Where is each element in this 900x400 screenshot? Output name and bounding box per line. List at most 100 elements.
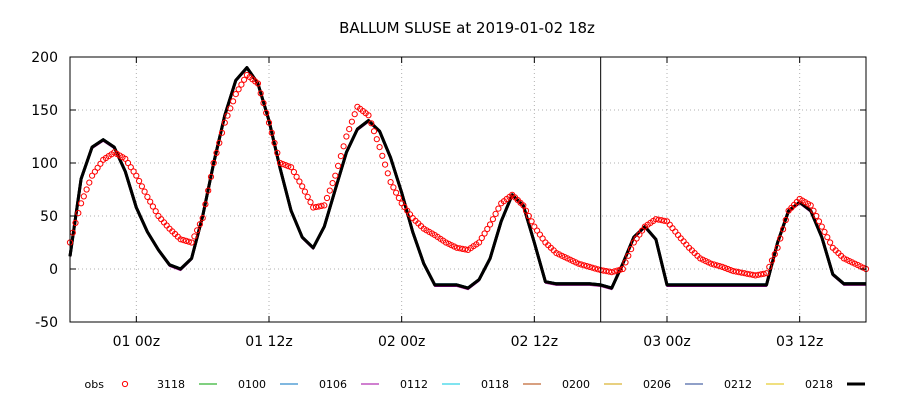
obs-point bbox=[777, 235, 784, 242]
obs-point bbox=[332, 172, 339, 179]
obs-point bbox=[221, 119, 228, 126]
obs-point bbox=[652, 216, 660, 223]
obs-point bbox=[810, 207, 817, 214]
obs-point bbox=[768, 257, 776, 264]
legend-label-0200: 0200 bbox=[562, 378, 590, 391]
obs-point bbox=[213, 149, 220, 156]
obs-point bbox=[149, 203, 156, 210]
obs-point bbox=[315, 203, 322, 210]
obs-point bbox=[136, 177, 143, 185]
obs-point bbox=[235, 86, 242, 93]
legend-label-0106: 0106 bbox=[319, 378, 347, 391]
obs-point bbox=[528, 218, 535, 225]
obs-point bbox=[230, 98, 237, 105]
legend: obs 3118 0100 0106 0112 0118 0200 0206 0212 0218 bbox=[85, 378, 865, 391]
x-tick-label: 01 12z bbox=[245, 334, 292, 350]
obs-point bbox=[611, 268, 618, 275]
series-line-0118 bbox=[69, 68, 866, 290]
obs-point bbox=[185, 238, 192, 245]
obs-point bbox=[83, 186, 90, 193]
obs-point bbox=[608, 269, 615, 276]
obs-point bbox=[716, 263, 723, 270]
obs-point bbox=[525, 212, 532, 220]
obs-point bbox=[586, 263, 593, 270]
observation-points bbox=[66, 71, 870, 279]
axis-ticks: 200 150 100 50 0 -50 01 00z 01 12z 02 00z 02 12z 0… bbox=[31, 50, 866, 350]
obs-point bbox=[708, 260, 715, 267]
obs-point bbox=[199, 215, 206, 222]
obs-point bbox=[188, 239, 195, 246]
obs-point bbox=[205, 187, 212, 194]
obs-point bbox=[489, 216, 496, 223]
legend-label-0100: 0100 bbox=[238, 378, 266, 391]
obs-point bbox=[782, 216, 789, 224]
obs-point bbox=[614, 267, 621, 274]
obs-point bbox=[592, 265, 599, 272]
obs-point bbox=[232, 91, 239, 98]
series-line-0112 bbox=[69, 66, 866, 288]
y-tick-label: 150 bbox=[31, 103, 58, 119]
obs-point bbox=[340, 143, 347, 150]
x-tick-label: 03 12z bbox=[776, 334, 823, 350]
obs-point bbox=[80, 193, 87, 200]
legend-label-0212: 0212 bbox=[724, 378, 752, 391]
obs-point bbox=[815, 218, 823, 225]
series-line-0206 bbox=[69, 67, 866, 290]
legend-label-0118: 0118 bbox=[481, 378, 509, 391]
obs-point bbox=[492, 210, 499, 217]
obs-point bbox=[616, 266, 624, 273]
obs-point bbox=[813, 212, 820, 220]
obs-point bbox=[304, 193, 311, 200]
obs-point bbox=[323, 194, 331, 202]
obs-point bbox=[288, 164, 295, 171]
obs-point bbox=[818, 223, 825, 230]
obs-point bbox=[310, 204, 317, 211]
series-line-0212 bbox=[69, 66, 866, 288]
obs-point bbox=[152, 208, 159, 215]
obs-point bbox=[746, 271, 754, 278]
obs-point bbox=[285, 163, 292, 170]
obs-point bbox=[180, 237, 187, 244]
x-tick-label: 02 12z bbox=[511, 334, 558, 350]
obs-point bbox=[94, 164, 101, 171]
obs-point bbox=[478, 234, 485, 242]
obs-point bbox=[343, 133, 350, 140]
obs-point bbox=[672, 228, 679, 235]
obs-point bbox=[72, 219, 79, 226]
obs-point bbox=[583, 263, 590, 270]
plot-frame bbox=[69, 56, 867, 323]
obs-point bbox=[301, 188, 308, 195]
obs-point bbox=[312, 203, 320, 211]
legend-label-3118: 3118 bbox=[157, 378, 185, 391]
obs-point bbox=[589, 264, 596, 271]
obs-point bbox=[370, 128, 378, 135]
obs-point bbox=[335, 162, 342, 169]
obs-point bbox=[382, 161, 389, 168]
obs-point bbox=[713, 262, 720, 269]
obs-point bbox=[453, 244, 460, 251]
series-line-0218 bbox=[68, 66, 866, 290]
obs-point bbox=[78, 200, 85, 207]
obs-point bbox=[268, 129, 275, 136]
obs-point bbox=[274, 149, 281, 156]
obs-point bbox=[271, 139, 278, 146]
obs-point bbox=[346, 126, 353, 133]
obs-point bbox=[127, 164, 134, 171]
obs-point bbox=[141, 188, 148, 195]
obs-point bbox=[669, 225, 676, 232]
obs-point bbox=[771, 251, 778, 258]
series-line-0106 bbox=[69, 68, 866, 291]
obs-point bbox=[97, 160, 104, 167]
obs-point bbox=[807, 202, 814, 209]
grid bbox=[70, 57, 866, 322]
obs-point bbox=[183, 237, 190, 244]
obs-point bbox=[299, 183, 306, 190]
obs-point bbox=[373, 136, 380, 143]
legend-label-0218: 0218 bbox=[805, 378, 833, 391]
series-line-0218-top bbox=[68, 66, 866, 290]
x-tick-label: 02 00z bbox=[378, 334, 425, 350]
y-tick-label: -50 bbox=[35, 315, 58, 331]
obs-point bbox=[534, 227, 541, 234]
obs-point bbox=[721, 264, 729, 271]
obs-point bbox=[462, 246, 469, 253]
